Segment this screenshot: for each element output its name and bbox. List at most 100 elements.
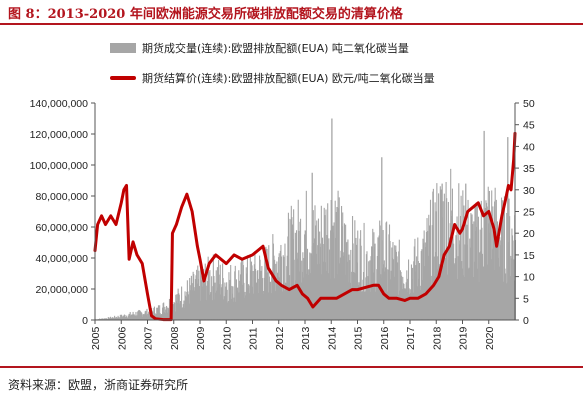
volume-bar — [417, 261, 419, 320]
volume-bar — [116, 317, 118, 320]
volume-bar — [334, 200, 336, 320]
volume-bar — [361, 291, 363, 320]
volume-bar — [502, 281, 504, 320]
volume-bar — [322, 244, 324, 320]
volume-bar — [504, 268, 506, 320]
volume-bar — [350, 249, 352, 320]
volume-bar — [247, 288, 249, 320]
volume-bar — [283, 256, 285, 320]
x-tick-label: 2020 — [484, 326, 496, 350]
volume-bar — [426, 218, 428, 320]
right-tick-label: 35 — [523, 163, 535, 175]
volume-bar — [168, 308, 170, 320]
volume-bar — [387, 269, 389, 320]
volume-bar — [99, 318, 101, 320]
volume-bar — [159, 305, 161, 320]
volume-bar — [423, 243, 425, 320]
volume-bar — [284, 243, 286, 320]
volume-bar — [472, 224, 474, 320]
volume-bar — [422, 238, 424, 320]
volume-bar — [302, 277, 304, 320]
volume-bar — [257, 293, 259, 320]
volume-bar — [239, 274, 242, 320]
volume-bar — [245, 295, 247, 320]
volume-bar — [368, 261, 370, 320]
volume-bar — [470, 213, 472, 320]
volume-bar — [398, 251, 400, 320]
volume-bar — [446, 274, 448, 320]
volume-bar — [315, 225, 317, 320]
volume-bar — [257, 270, 259, 320]
volume-bar — [432, 191, 434, 320]
volume-bar — [111, 317, 113, 320]
volume-bar — [336, 206, 338, 320]
volume-bar — [391, 247, 393, 320]
volume-bar — [493, 270, 495, 320]
volume-bar — [443, 265, 445, 320]
volume-bar — [328, 238, 330, 320]
volume-bar — [479, 229, 481, 320]
left-tick-label: 80,000,000 — [35, 191, 88, 203]
volume-bar — [174, 311, 176, 320]
volume-bar — [209, 270, 211, 320]
volume-bar-peak — [465, 183, 467, 320]
left-tick-label: 0 — [82, 315, 88, 327]
volume-bar — [372, 228, 374, 320]
volume-bar — [249, 255, 251, 320]
volume-bar — [193, 290, 195, 320]
volume-bar — [377, 237, 379, 320]
volume-bar — [251, 265, 253, 320]
volume-bar — [133, 314, 135, 320]
volume-bar — [174, 302, 176, 320]
volume-bar — [472, 276, 474, 320]
volume-bar — [477, 216, 479, 320]
volume-bar — [364, 291, 366, 320]
volume-bar — [234, 271, 236, 320]
volume-bar — [317, 218, 320, 320]
legend-swatch-volume — [110, 43, 136, 53]
volume-bar — [487, 264, 489, 320]
volume-bar — [434, 202, 436, 320]
volume-bar — [469, 238, 471, 320]
volume-bar — [228, 284, 231, 320]
volume-bar — [447, 201, 449, 320]
volume-bar — [337, 190, 339, 320]
volume-bar — [196, 283, 198, 320]
volume-bar — [101, 318, 104, 320]
volume-bar — [280, 256, 283, 320]
volume-bar — [271, 274, 273, 320]
volume-bar — [110, 316, 112, 320]
left-tick-label: 20,000,000 — [35, 284, 88, 296]
volume-bar — [484, 207, 486, 320]
volume-bar — [281, 284, 283, 320]
volume-bar — [261, 266, 263, 320]
volume-bar — [321, 237, 324, 320]
volume-bar — [360, 245, 362, 320]
volume-bar — [253, 293, 255, 320]
volume-bar — [406, 270, 408, 320]
right-tick-label: 0 — [523, 315, 529, 327]
volume-bar — [193, 274, 195, 320]
volume-bar — [201, 286, 203, 320]
volume-bar — [180, 307, 182, 320]
volume-bar — [414, 238, 416, 320]
volume-bar — [198, 270, 200, 320]
volume-bar — [461, 261, 463, 320]
volume-bar — [503, 209, 505, 320]
volume-bar — [217, 287, 219, 320]
volume-bar — [230, 264, 232, 320]
volume-bar — [153, 307, 155, 320]
volume-bar — [229, 279, 231, 320]
legend-item-price: 期货结算价(连续):欧盟排放配额(EUA) 欧元/吨二氧化碳当量 — [110, 68, 435, 88]
volume-bar — [249, 293, 251, 320]
volume-bar — [133, 314, 135, 320]
volume-bar — [207, 280, 209, 320]
volume-bar — [420, 251, 422, 320]
volume-bar — [341, 205, 343, 320]
volume-bar — [125, 317, 127, 320]
volume-bar — [345, 224, 347, 320]
volume-bar — [233, 297, 235, 320]
volume-bar — [335, 237, 337, 320]
volume-bar — [205, 270, 207, 320]
volume-bar — [461, 268, 463, 320]
